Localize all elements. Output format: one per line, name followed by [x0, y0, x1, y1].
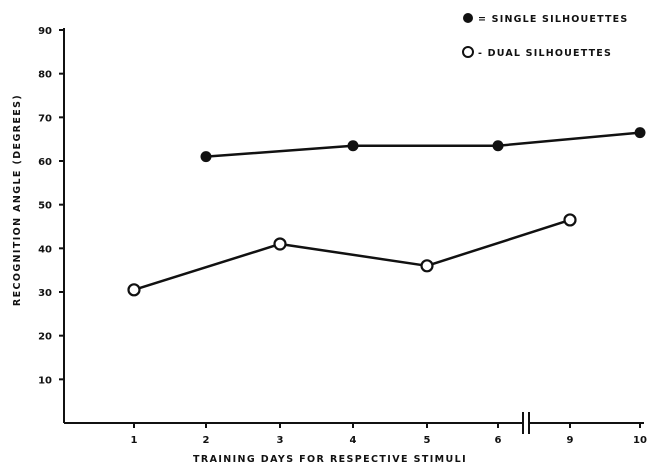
data-point-open [127, 283, 141, 297]
y-tick-label: 70 [38, 113, 52, 124]
series-group [200, 127, 646, 163]
x-tick-label: 2 [203, 435, 210, 446]
y-tick-label: 50 [38, 201, 52, 212]
y-tick-label: 60 [38, 157, 52, 168]
axes [63, 28, 644, 434]
x-axis-title: TRAINING DAYS FOR RESPECTIVE STIMULI [193, 454, 467, 465]
x-tick-label: 10 [633, 435, 647, 446]
y-axis-title: RECOGNITION ANGLE (DEGREES) [12, 94, 23, 306]
legend-label: = SINGLE SILHOUETTES [478, 14, 628, 25]
x-tick-label: 1 [131, 435, 138, 446]
x-tick-label: 9 [567, 435, 574, 446]
x-tick-label: 6 [495, 435, 502, 446]
series-group [127, 213, 577, 297]
data-point-filled [200, 151, 212, 163]
x-tick-label: 5 [424, 435, 431, 446]
x-tick-label: 3 [277, 435, 284, 446]
legend-item: = SINGLE SILHOUETTES [463, 13, 628, 25]
data-point-filled [634, 127, 646, 139]
y-tick-label: 80 [38, 70, 52, 81]
series-line [133, 218, 571, 292]
y-tick-label: 30 [38, 288, 52, 299]
data-point-open [563, 213, 577, 227]
data-point-filled [347, 140, 359, 152]
y-tick-label: 20 [38, 332, 52, 343]
y-tick-label: 90 [38, 26, 52, 37]
series-line [205, 131, 641, 158]
data-point-filled [492, 140, 504, 152]
legend-marker-open [462, 46, 474, 58]
series [127, 127, 646, 297]
legend: = SINGLE SILHOUETTES - DUAL SILHOUETTES [462, 13, 628, 59]
y-tick-label: 40 [38, 244, 52, 255]
legend-label: - DUAL SILHOUETTES [478, 48, 612, 59]
ticks: 10 20 30 40 50 60 70 80 90 1 2 3 4 5 6 9 10 [38, 26, 647, 446]
data-point-open [273, 237, 287, 251]
legend-marker-filled [463, 13, 473, 23]
legend-item: - DUAL SILHOUETTES [462, 46, 612, 59]
x-tick-label: 4 [350, 435, 357, 446]
y-tick-label: 10 [38, 375, 52, 386]
data-point-open [420, 259, 434, 273]
